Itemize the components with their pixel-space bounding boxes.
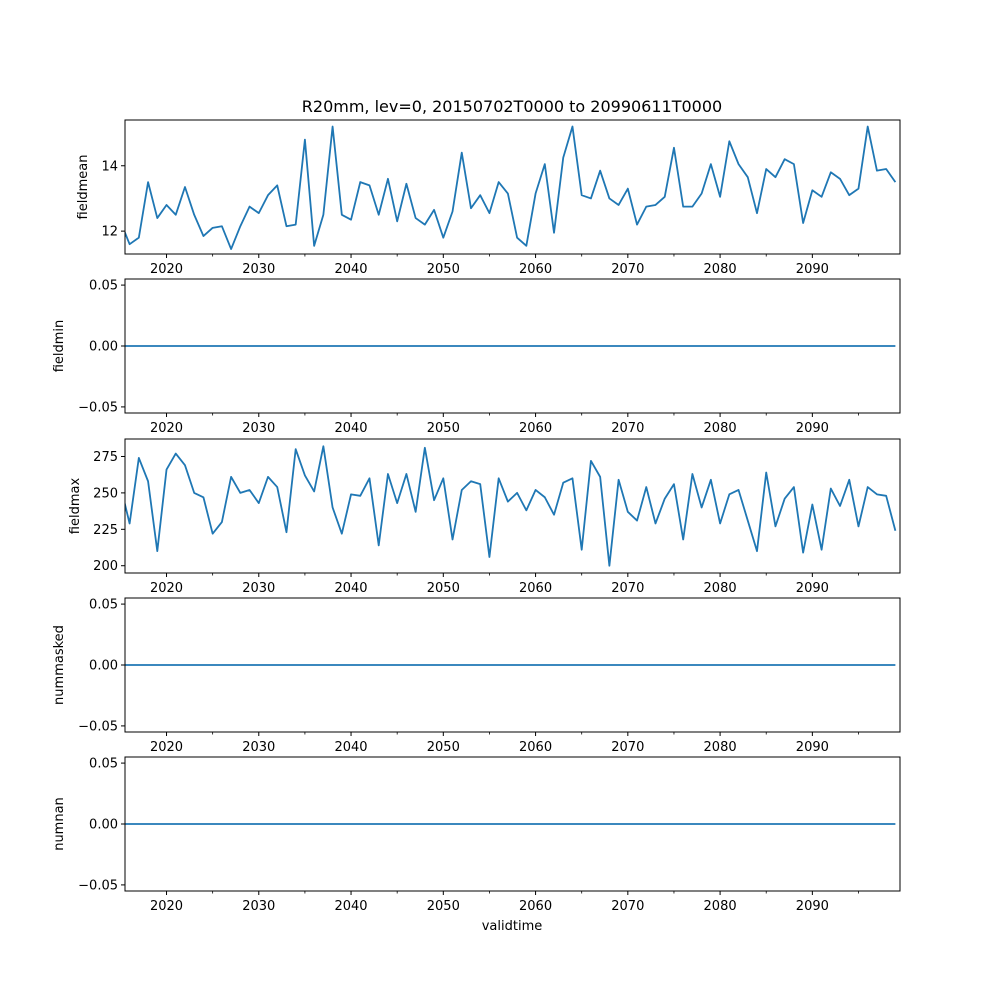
left-margin-mask [0, 578, 125, 752]
x-tick-label: 2090 [796, 421, 829, 436]
x-tick-label: 2050 [427, 421, 460, 436]
x-tick-label: 2050 [427, 581, 460, 596]
x-tick-label: 2070 [611, 740, 644, 755]
x-tick-label: 2030 [242, 262, 275, 277]
y-tick-label: −0.05 [78, 400, 118, 415]
fieldmean-series-line [119, 125, 897, 251]
x-tick-label: 2020 [150, 421, 183, 436]
x-tick-label: 2020 [150, 740, 183, 755]
subplot-fieldmin: −0.05 0.00 0.05 2020 2030 2040 2050 2060 2070 208… [0, 259, 1000, 436]
x-tick-label: 2090 [796, 581, 829, 596]
x-tick-label: 2080 [704, 262, 737, 277]
y-tick-label: 0.05 [89, 598, 118, 613]
y-tick-label: −0.05 [78, 719, 118, 734]
right-margin-mask [900, 737, 1000, 911]
x-tick-label: 2020 [150, 899, 183, 914]
y-tick-label: 12 [101, 225, 118, 240]
x-tick-label: 2050 [427, 740, 460, 755]
left-margin-mask [0, 100, 125, 274]
x-tick-label: 2070 [611, 421, 644, 436]
x-axis-label: validtime [482, 919, 543, 934]
x-tick-label: 2080 [704, 581, 737, 596]
y-tick-label: 0.00 [89, 818, 118, 833]
x-tick-label: 2060 [519, 421, 552, 436]
x-tick-label: 2060 [519, 262, 552, 277]
x-tick-label: 2070 [611, 262, 644, 277]
y-tick-label: 0.00 [89, 340, 118, 355]
y-tick-label: −0.05 [78, 878, 118, 893]
y-axis-label: nummasked [52, 625, 67, 705]
x-tick-label: 2070 [611, 581, 644, 596]
left-margin-mask [0, 737, 125, 911]
y-tick-label: 250 [93, 486, 118, 501]
left-margin-mask [0, 419, 125, 593]
y-tick-label: 200 [93, 559, 118, 574]
x-tick-label: 2040 [334, 421, 367, 436]
x-tick-label: 2040 [334, 899, 367, 914]
chart-title: R20mm, lev=0, 20150702T0000 to 20990611T… [302, 97, 722, 116]
subplot-fieldmax: 200 225 250 275 2020 2030 2040 2050 2060 2070 2080… [0, 419, 1000, 596]
subplot-numnan: −0.05 0.00 0.05 2020 2030 2040 2050 2060 2070 208… [0, 737, 1000, 914]
x-tick-label: 2060 [519, 581, 552, 596]
x-tick-label: 2040 [334, 740, 367, 755]
x-tick-label: 2020 [150, 581, 183, 596]
left-margin-mask [0, 259, 125, 433]
fieldmax-series-line [119, 445, 897, 567]
y-tick-label: 0.00 [89, 659, 118, 674]
right-margin-mask [900, 259, 1000, 433]
x-tick-label: 2040 [334, 262, 367, 277]
right-margin-mask [900, 419, 1000, 593]
x-tick-label: 2030 [242, 581, 275, 596]
x-tick-label: 2080 [704, 740, 737, 755]
x-tick-label: 2060 [519, 740, 552, 755]
subplot-nummasked: −0.05 0.00 0.05 2020 2030 2040 2050 2060 2070 208… [0, 578, 1000, 755]
x-tick-label: 2050 [427, 899, 460, 914]
y-tick-label: 225 [93, 523, 118, 538]
subplots: 12 14 2020 2030 2040 2050 2060 2070 2080 2090 fiel… [0, 100, 1000, 914]
y-tick-label: 14 [101, 159, 118, 174]
x-tick-label: 2020 [150, 262, 183, 277]
x-tick-label: 2080 [704, 421, 737, 436]
x-tick-label: 2090 [796, 899, 829, 914]
x-tick-label: 2030 [242, 740, 275, 755]
x-tick-label: 2090 [796, 740, 829, 755]
y-axis-label: fieldmean [76, 155, 91, 220]
x-tick-label: 2030 [242, 899, 275, 914]
fieldmax-axes-frame [124, 438, 901, 574]
right-margin-mask [900, 578, 1000, 752]
y-axis-label: numnan [52, 797, 67, 851]
x-tick-label: 2090 [796, 262, 829, 277]
subplot-fieldmean: 12 14 2020 2030 2040 2050 2060 2070 2080 2090 fiel… [0, 100, 1000, 277]
y-tick-label: 0.05 [89, 757, 118, 772]
y-axis-label: fieldmax [68, 478, 83, 535]
x-tick-label: 2050 [427, 262, 460, 277]
x-tick-label: 2030 [242, 421, 275, 436]
x-tick-label: 2060 [519, 899, 552, 914]
y-tick-label: 0.05 [89, 279, 118, 294]
x-tick-label: 2040 [334, 581, 367, 596]
fieldmean-axes-frame [124, 119, 901, 255]
y-tick-label: 275 [93, 450, 118, 465]
y-axis-label: fieldmin [52, 320, 67, 373]
right-margin-mask [900, 100, 1000, 274]
x-tick-label: 2070 [611, 899, 644, 914]
x-tick-label: 2080 [704, 899, 737, 914]
